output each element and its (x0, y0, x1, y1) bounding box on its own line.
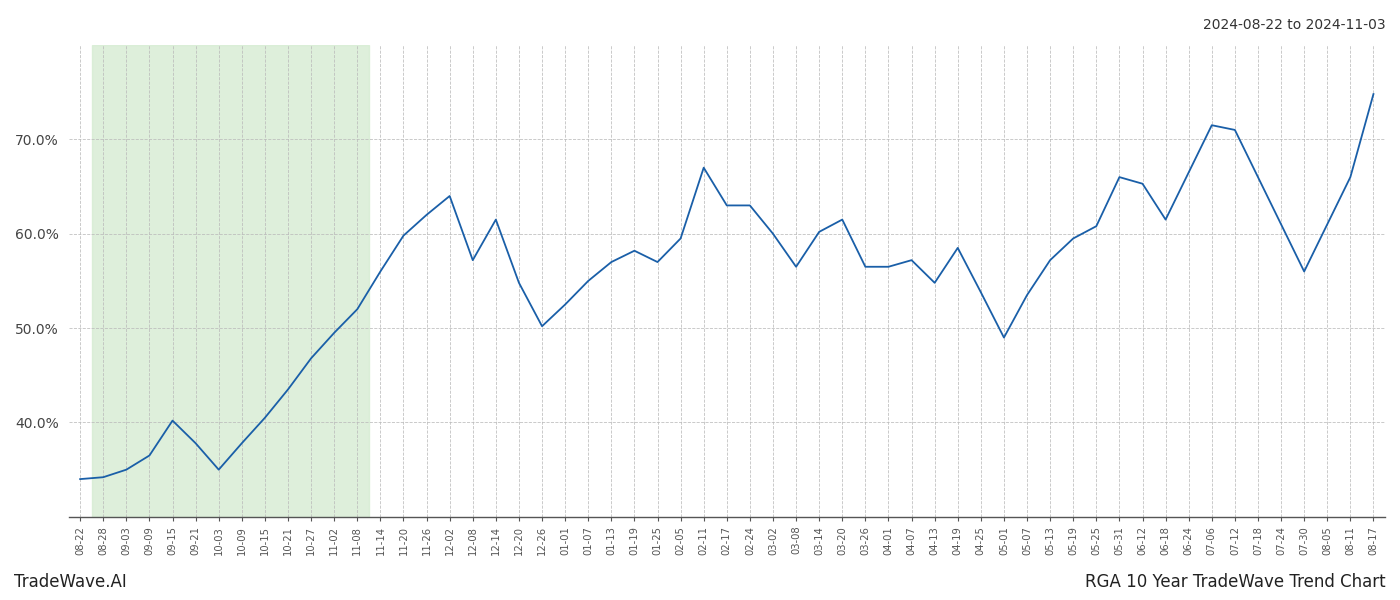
Text: 2024-08-22 to 2024-11-03: 2024-08-22 to 2024-11-03 (1204, 18, 1386, 32)
Bar (91, 45, 368, 517)
Text: RGA 10 Year TradeWave Trend Chart: RGA 10 Year TradeWave Trend Chart (1085, 573, 1386, 591)
Text: TradeWave.AI: TradeWave.AI (14, 573, 127, 591)
